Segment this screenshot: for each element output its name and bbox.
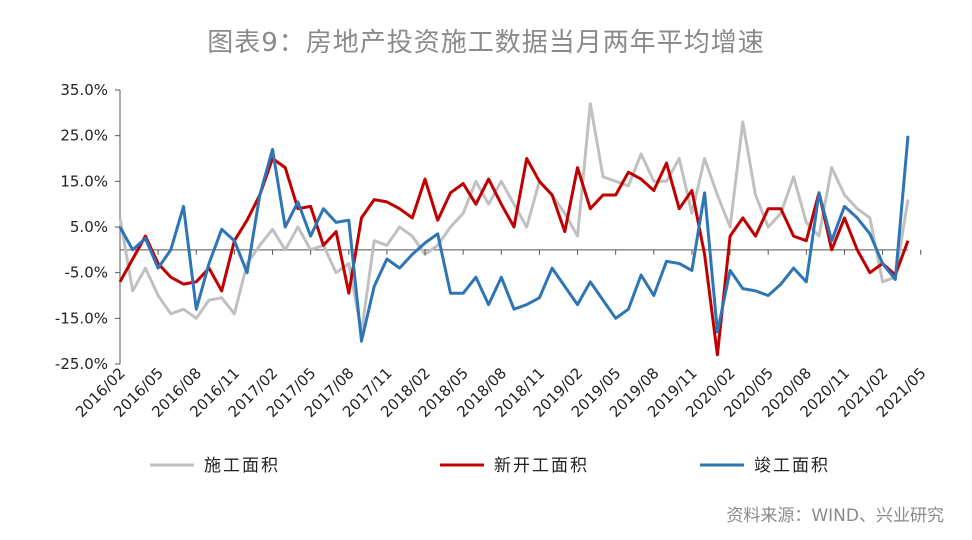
y-tick-label: 15.0% bbox=[60, 172, 108, 190]
series-line-3 bbox=[118, 135, 910, 343]
series-lines bbox=[118, 102, 910, 357]
legend: 施工面积 新开工面积 竣工面积 bbox=[150, 456, 830, 476]
y-tick-label: 5.0% bbox=[70, 218, 108, 236]
legend-label: 竣工面积 bbox=[754, 456, 830, 476]
y-tick-label: -15.0% bbox=[55, 309, 108, 327]
y-tick-label: -25.0% bbox=[55, 355, 108, 373]
legend-label: 新开工面积 bbox=[494, 456, 589, 476]
source-note: 资料来源：WIND、兴业研究 bbox=[726, 506, 944, 526]
legend-label: 施工面积 bbox=[204, 456, 280, 476]
series-line-2 bbox=[118, 157, 910, 357]
y-tick-label: 35.0% bbox=[60, 81, 108, 99]
chart-title: 图表9：房地产投资施工数据当月两年平均增速 bbox=[207, 28, 765, 58]
series-line-1 bbox=[118, 102, 910, 334]
y-axis-ticks: 35.0% 25.0% 15.0% 5.0% -5.0% -15.0% -25.0% bbox=[55, 81, 120, 373]
y-tick-label: 25.0% bbox=[60, 127, 108, 145]
y-tick-label: -5.0% bbox=[64, 264, 108, 282]
